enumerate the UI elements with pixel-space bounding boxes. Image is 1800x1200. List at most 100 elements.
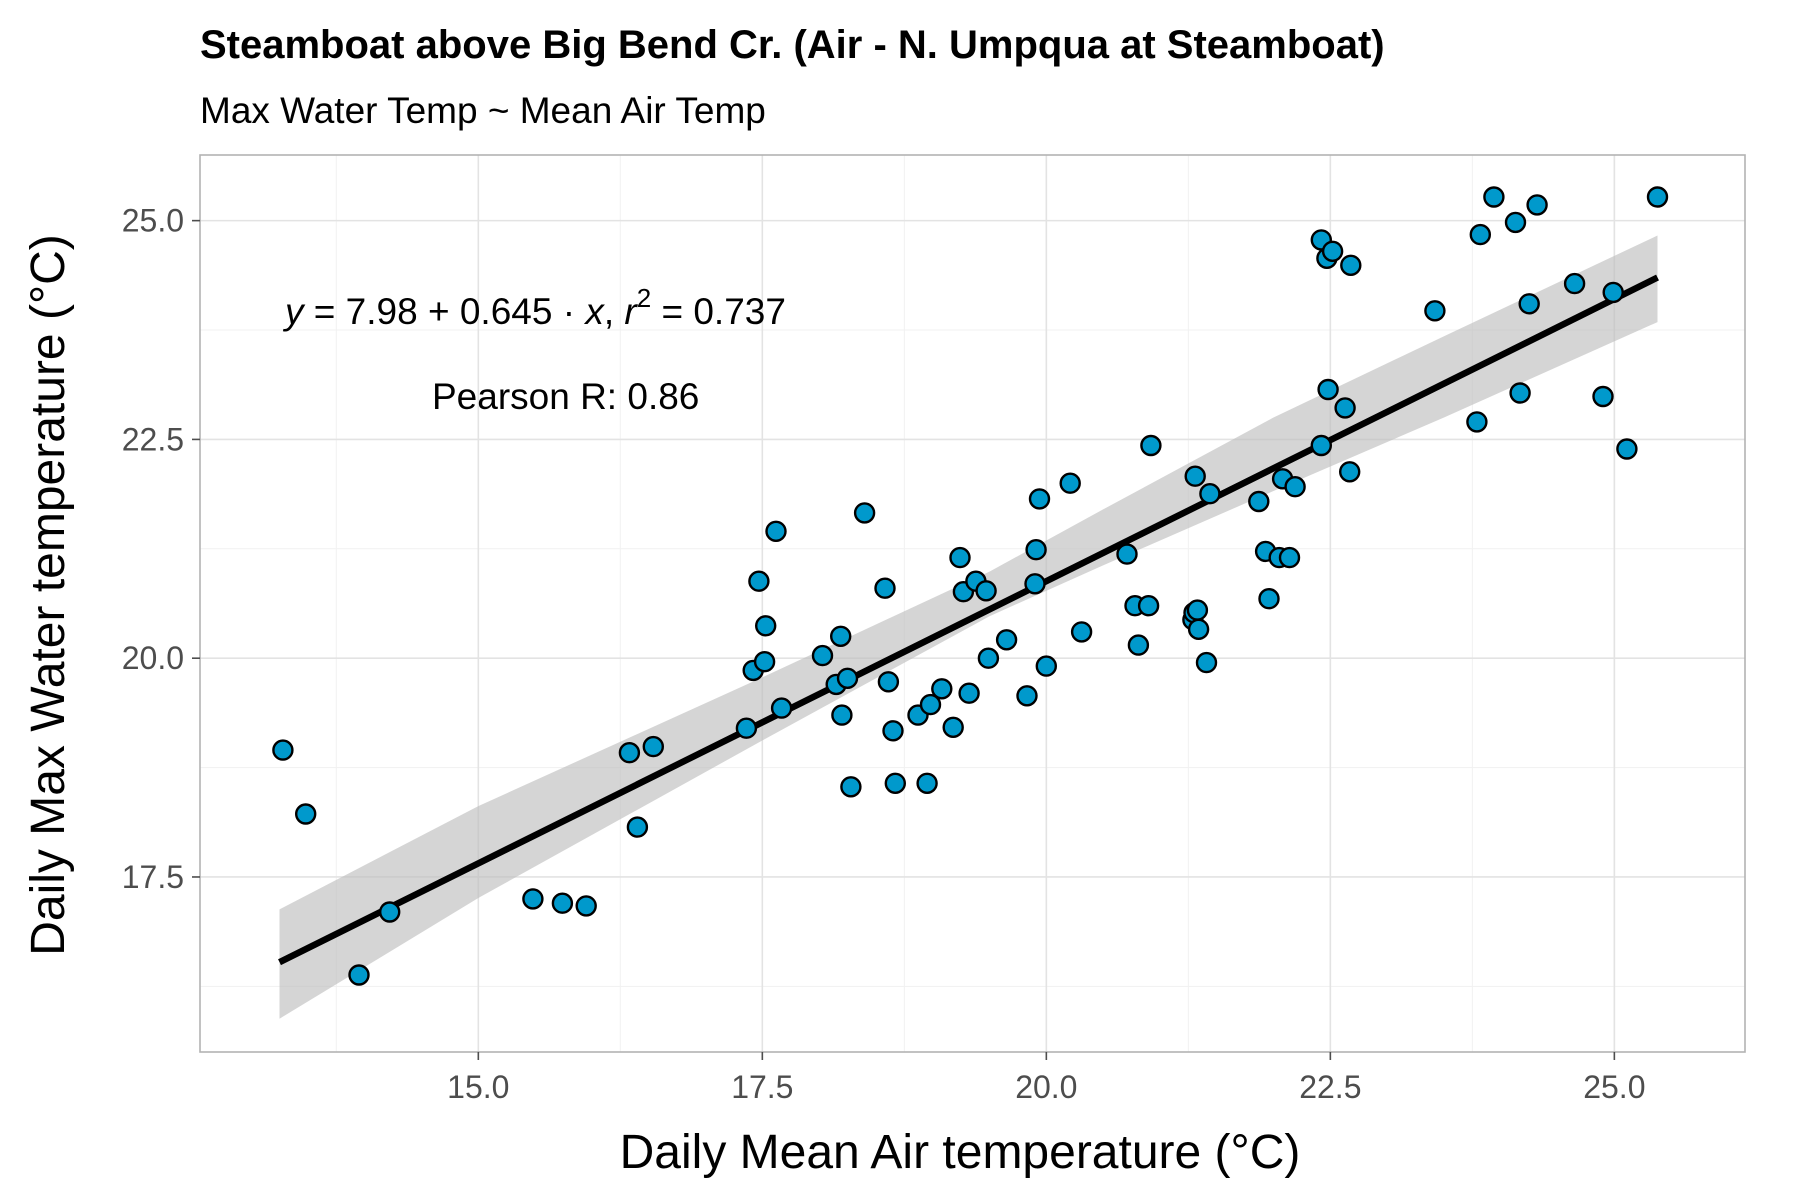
confidence-band-layer xyxy=(279,235,1658,1019)
fit-line-layer xyxy=(278,274,1659,966)
data-point xyxy=(1310,434,1333,457)
x-tick-label: 17.5 xyxy=(731,1069,793,1105)
data-point xyxy=(1602,281,1624,304)
data-point xyxy=(1284,476,1306,498)
data-point xyxy=(1616,438,1638,460)
equation-r-superscript: 2 xyxy=(637,283,651,313)
data-point xyxy=(1195,651,1218,674)
data-point xyxy=(884,772,906,794)
data-point xyxy=(272,739,294,761)
data-point xyxy=(1278,546,1301,569)
data-point xyxy=(1504,211,1527,234)
equation-x: x xyxy=(583,291,605,332)
data-point xyxy=(522,888,544,910)
data-point xyxy=(853,502,876,524)
data-point xyxy=(1526,194,1548,216)
data-point xyxy=(755,615,777,637)
data-point xyxy=(753,651,776,673)
data-point xyxy=(995,629,1018,651)
data-point xyxy=(958,682,980,704)
regression-equation: y = 7.98 + 0.645 · x, r2 = 0.737 xyxy=(282,283,786,332)
data-point xyxy=(626,816,649,838)
data-point xyxy=(1187,618,1210,640)
data-point xyxy=(1518,293,1540,315)
data-point xyxy=(874,577,896,599)
data-point xyxy=(1140,434,1162,457)
y-tick-label: 22.5 xyxy=(122,421,184,457)
data-point xyxy=(877,671,900,693)
y-axis-title: Daily Max Water temperature (°C) xyxy=(22,234,75,956)
data-point xyxy=(1338,461,1361,483)
data-point xyxy=(575,895,597,917)
data-point xyxy=(618,742,641,764)
data-point xyxy=(748,570,770,592)
confidence-band xyxy=(279,235,1658,1019)
data-point xyxy=(836,667,859,689)
data-point xyxy=(919,693,942,716)
y-tick-label: 20.0 xyxy=(122,640,184,676)
data-point xyxy=(1509,382,1531,404)
data-point xyxy=(1466,411,1488,433)
data-point xyxy=(840,776,862,798)
data-point xyxy=(1334,397,1356,419)
data-point xyxy=(811,644,834,667)
x-tick-label: 20.0 xyxy=(1015,1069,1077,1105)
data-point xyxy=(1321,240,1344,263)
x-tick-label: 25.0 xyxy=(1583,1069,1645,1105)
regression-line xyxy=(278,274,1659,966)
equation-r: r xyxy=(624,291,638,332)
x-axis-title: Daily Mean Air temperature (°C) xyxy=(620,1126,1301,1179)
points-layer xyxy=(272,186,1669,986)
pearson-label: Pearson R: 0.86 xyxy=(432,376,699,417)
data-point xyxy=(1483,186,1505,208)
data-point xyxy=(1025,539,1047,561)
data-point xyxy=(977,647,1000,669)
data-point xyxy=(830,625,852,647)
data-point xyxy=(1317,378,1339,401)
data-point xyxy=(1070,621,1093,643)
data-point xyxy=(1258,588,1280,610)
data-point xyxy=(1137,595,1160,617)
data-point xyxy=(551,892,574,914)
equation-y: y xyxy=(282,291,306,332)
data-point xyxy=(1469,223,1492,246)
data-point xyxy=(1035,655,1058,677)
data-point xyxy=(642,735,664,758)
data-point xyxy=(916,772,938,794)
data-point xyxy=(348,964,370,986)
data-point xyxy=(975,580,997,602)
axes: 15.0 17.5 20.0 22.5 25.0 17.5 20.0 22.5 25.0 xyxy=(122,203,1646,1105)
data-point xyxy=(1127,634,1150,656)
data-point xyxy=(770,697,793,719)
data-point xyxy=(1340,254,1362,276)
data-point xyxy=(1248,490,1270,513)
equation-part-2: = 0.737 xyxy=(651,291,786,332)
equation-part-1: = 7.98 + 0.645 · xyxy=(304,291,586,332)
data-point xyxy=(735,717,758,739)
data-point xyxy=(1646,186,1669,208)
data-point xyxy=(765,520,787,542)
y-tick-label: 17.5 xyxy=(122,859,184,895)
chart-subtitle: Max Water Temp ~ Mean Air Temp xyxy=(200,90,766,131)
x-tick-label: 22.5 xyxy=(1299,1069,1361,1105)
data-point xyxy=(1186,599,1209,621)
data-point xyxy=(931,678,953,700)
data-point xyxy=(1059,472,1081,494)
data-point xyxy=(882,720,904,742)
data-point xyxy=(1199,483,1221,505)
x-tick-label: 15.0 xyxy=(447,1069,509,1105)
chart-title: Steamboat above Big Bend Cr. (Air - N. U… xyxy=(200,23,1385,67)
equation-comma: , xyxy=(604,291,625,332)
grid xyxy=(200,155,1745,1052)
data-point xyxy=(1016,685,1038,707)
data-point xyxy=(1028,488,1051,510)
data-point xyxy=(1592,385,1614,408)
data-point xyxy=(295,803,317,825)
data-point xyxy=(1024,573,1046,595)
data-point xyxy=(942,716,964,738)
y-tick-label: 25.0 xyxy=(122,203,184,239)
data-point xyxy=(1184,465,1206,487)
panel-border xyxy=(199,154,1746,1053)
data-point xyxy=(1563,272,1586,295)
